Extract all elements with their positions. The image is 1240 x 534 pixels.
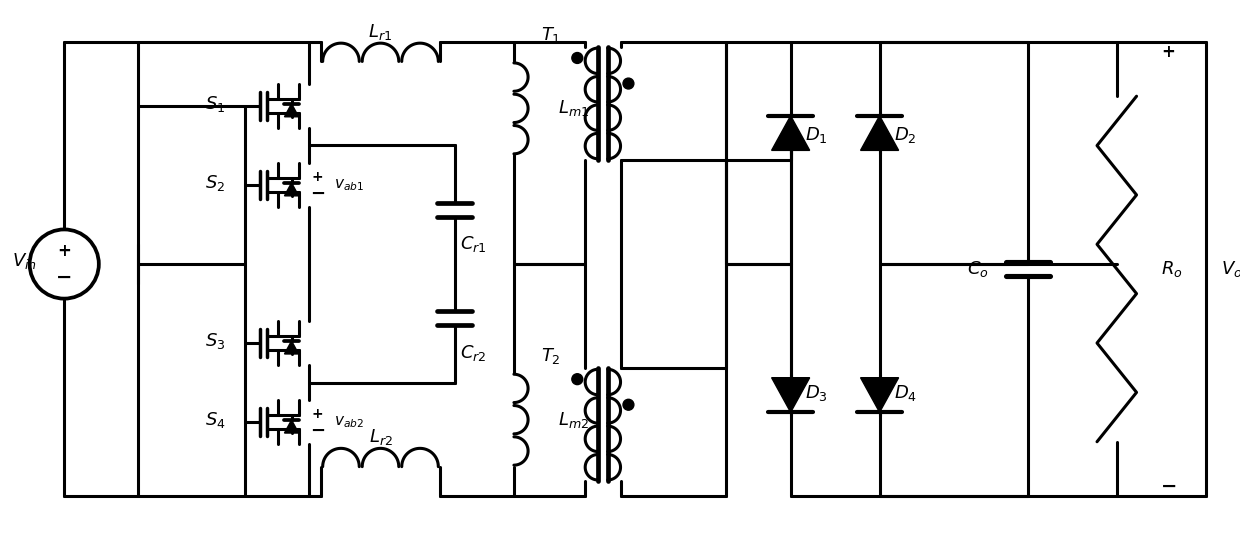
Text: $L_{r1}$: $L_{r1}$ xyxy=(368,22,393,42)
Text: $T_1$: $T_1$ xyxy=(541,25,560,45)
Polygon shape xyxy=(861,378,899,412)
Polygon shape xyxy=(284,420,299,433)
Text: $V_o$: $V_o$ xyxy=(1220,259,1240,279)
Polygon shape xyxy=(284,104,299,117)
Text: $V_{in}$: $V_{in}$ xyxy=(12,251,37,271)
Text: $C_{r1}$: $C_{r1}$ xyxy=(460,234,486,254)
Text: +: + xyxy=(57,242,71,260)
Polygon shape xyxy=(284,183,299,196)
Polygon shape xyxy=(771,378,810,412)
Text: $v_{ab1}$: $v_{ab1}$ xyxy=(334,177,365,193)
Text: $R_o$: $R_o$ xyxy=(1161,259,1183,279)
Text: $D_3$: $D_3$ xyxy=(806,383,828,403)
Polygon shape xyxy=(284,341,299,354)
Text: $S_1$: $S_1$ xyxy=(205,94,226,114)
Text: +: + xyxy=(1161,43,1176,60)
Circle shape xyxy=(622,399,634,410)
Polygon shape xyxy=(861,116,899,151)
Circle shape xyxy=(572,374,583,384)
Text: $L_{r2}$: $L_{r2}$ xyxy=(368,427,393,447)
Text: $L_{m1}$: $L_{m1}$ xyxy=(558,98,589,119)
Text: $S_2$: $S_2$ xyxy=(205,173,226,193)
Text: $C_o$: $C_o$ xyxy=(967,259,988,279)
Text: −: − xyxy=(1161,477,1178,496)
Text: $S_4$: $S_4$ xyxy=(205,410,226,430)
Circle shape xyxy=(622,78,634,89)
Text: +: + xyxy=(311,170,324,184)
Polygon shape xyxy=(771,116,810,151)
Circle shape xyxy=(572,52,583,64)
Text: $D_2$: $D_2$ xyxy=(894,125,918,145)
Text: +: + xyxy=(311,407,324,421)
Text: $S_3$: $S_3$ xyxy=(205,331,226,351)
Text: $T_2$: $T_2$ xyxy=(541,346,560,366)
Text: $C_{r2}$: $C_{r2}$ xyxy=(460,343,486,363)
Text: $D_1$: $D_1$ xyxy=(806,125,828,145)
Text: $D_4$: $D_4$ xyxy=(894,383,918,403)
Text: −: − xyxy=(56,269,72,287)
Text: $L_{m2}$: $L_{m2}$ xyxy=(558,410,589,430)
Text: $v_{ab2}$: $v_{ab2}$ xyxy=(334,414,365,430)
Text: −: − xyxy=(310,422,325,440)
Text: −: − xyxy=(310,185,325,203)
